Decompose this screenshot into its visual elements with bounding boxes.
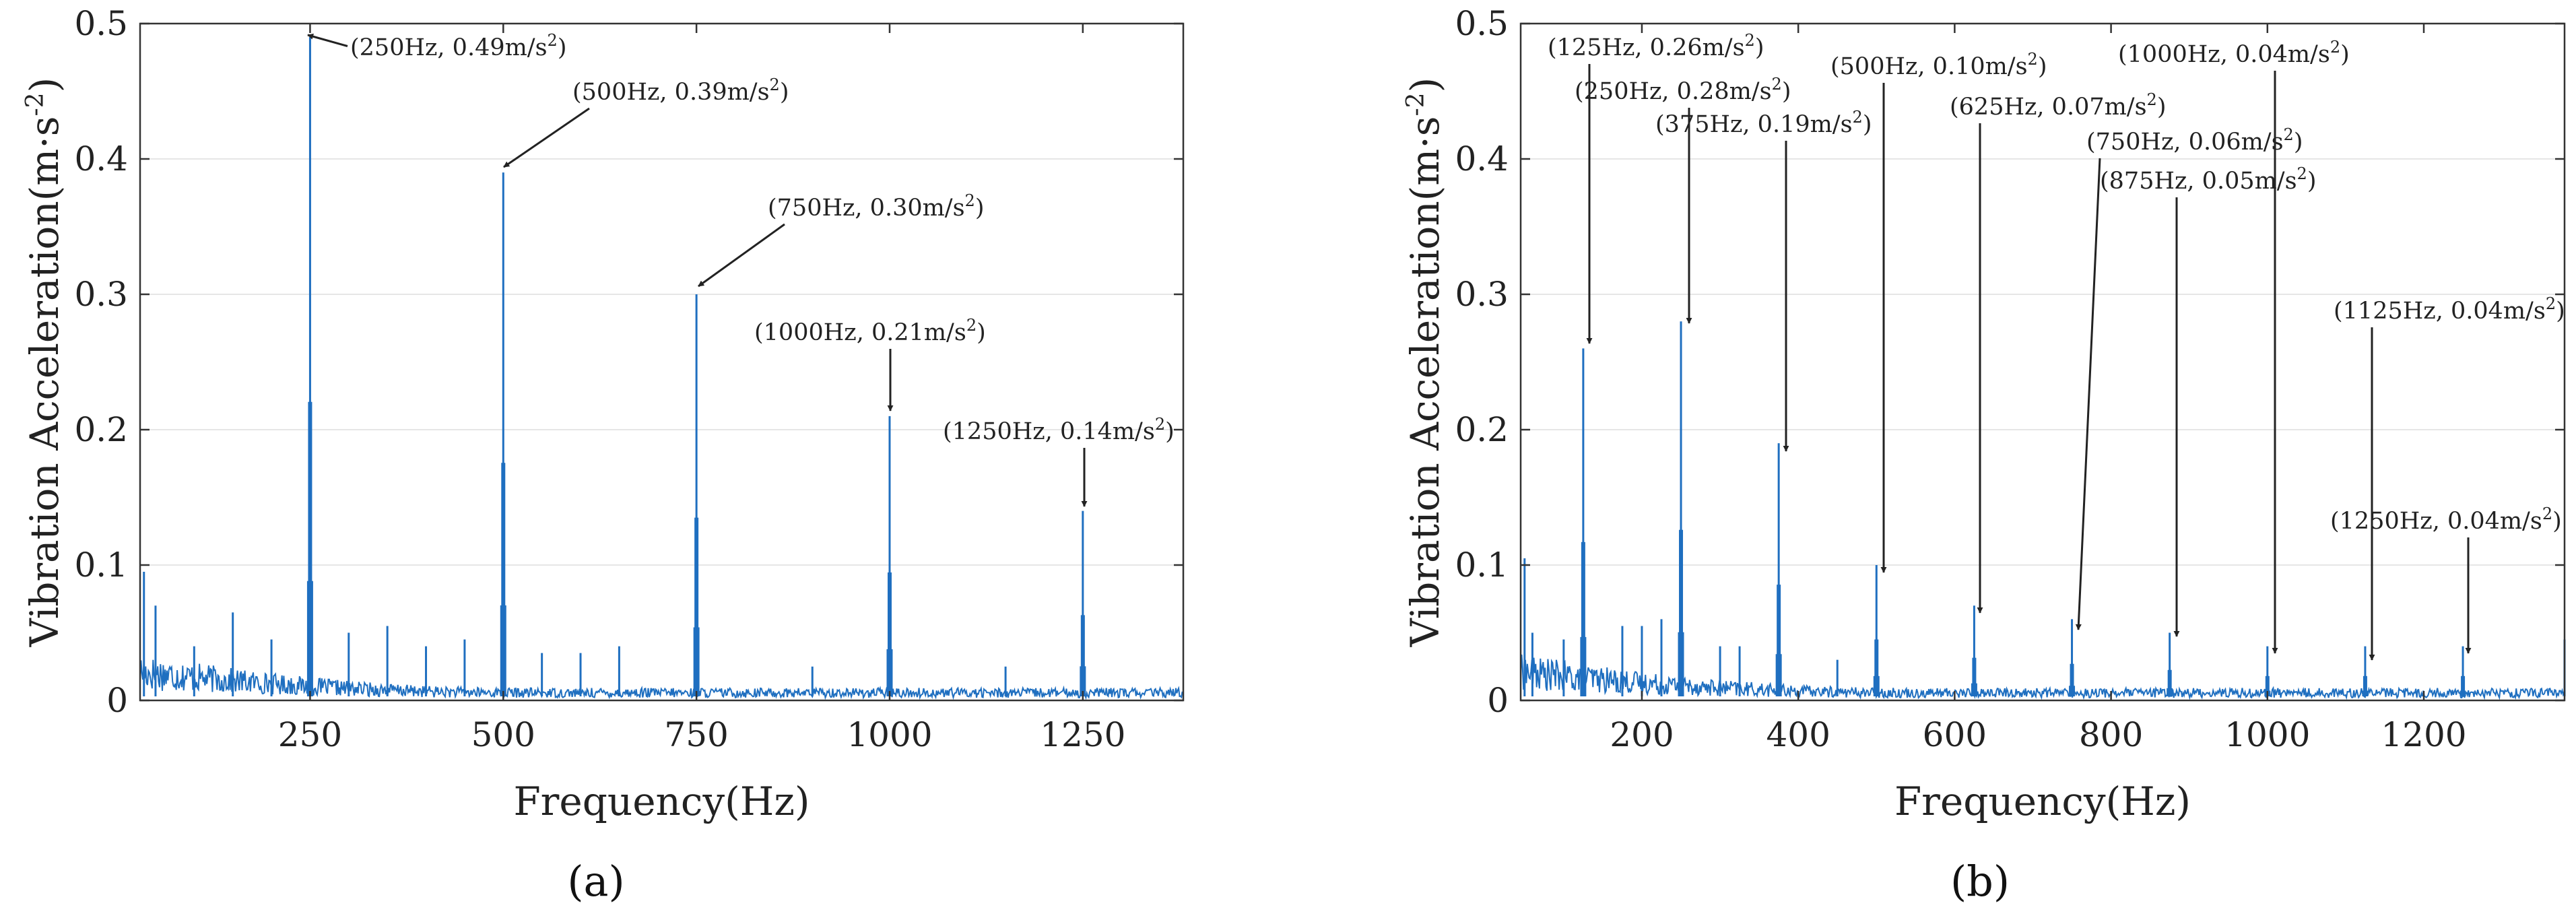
x-tick-label: 500 bbox=[471, 715, 535, 754]
peak-annotation-label: (1125Hz, 0.04m/s2) bbox=[2334, 294, 2565, 325]
peak-annotation-label: (625Hz, 0.07m/s2) bbox=[1950, 90, 2166, 121]
peak-annotation-label: (1250Hz, 0.14m/s2) bbox=[943, 415, 1175, 445]
y-tick-label: 0.2 bbox=[1455, 410, 1509, 449]
x-tick-label: 750 bbox=[664, 715, 728, 754]
y-axis-label: Vibration Acceleration(m·s-2) bbox=[1402, 77, 1448, 647]
x-tick-label: 400 bbox=[1766, 715, 1830, 754]
peak-annotation-label: (250Hz, 0.49m/s2) bbox=[350, 31, 566, 61]
y-tick-label: 0 bbox=[1487, 681, 1509, 720]
y-tick-label: 0.5 bbox=[74, 4, 128, 43]
y-tick-label: 0.1 bbox=[74, 546, 128, 585]
plot-frame bbox=[139, 22, 1185, 702]
y-tick-label: 0.5 bbox=[1455, 4, 1509, 43]
y-tick-label: 0.3 bbox=[1455, 275, 1509, 314]
peak-annotation-label: (250Hz, 0.28m/s2) bbox=[1575, 75, 1791, 105]
peak-annotation-label: (500Hz, 0.39m/s2) bbox=[572, 75, 789, 106]
peak-annotation-label: (1000Hz, 0.04m/s2) bbox=[2118, 38, 2350, 68]
x-tick-label: 200 bbox=[1610, 715, 1674, 754]
peak-annotation-label: (875Hz, 0.05m/s2) bbox=[2100, 164, 2316, 195]
peak-annotation-label: (375Hz, 0.19m/s2) bbox=[1655, 108, 1872, 138]
y-tick-label: 0.4 bbox=[1455, 139, 1509, 178]
x-tick-label: 600 bbox=[1923, 715, 1987, 754]
annotation-arrow bbox=[503, 107, 590, 168]
x-tick-label: 250 bbox=[278, 715, 342, 754]
plot-frame bbox=[1519, 22, 2566, 702]
y-axis-label: Vibration Acceleration(m·s-2) bbox=[22, 77, 67, 647]
x-tick-label: 1000 bbox=[2224, 715, 2310, 754]
x-axis-label: Frequency(Hz) bbox=[1894, 779, 2191, 824]
peak-annotation-label: (125Hz, 0.26m/s2) bbox=[1548, 31, 1764, 61]
peak-annotation-label: (1000Hz, 0.21m/s2) bbox=[754, 316, 986, 346]
peak-annotation-label: (750Hz, 0.06m/s2) bbox=[2086, 125, 2303, 156]
x-axis-label: Frequency(Hz) bbox=[513, 779, 810, 824]
annotation-arrow bbox=[307, 33, 348, 47]
x-tick-label: 1250 bbox=[1040, 715, 1125, 754]
panel-label: (a) bbox=[567, 857, 624, 906]
spectrum-noise-line bbox=[1520, 654, 2565, 700]
panel-label: (b) bbox=[1950, 857, 2010, 906]
y-tick-label: 0.1 bbox=[1455, 546, 1509, 585]
annotation-arrow bbox=[698, 223, 785, 288]
y-tick-label: 0.3 bbox=[74, 275, 128, 314]
y-tick-label: 0 bbox=[106, 681, 128, 720]
spectrum-noise-line bbox=[139, 659, 1183, 700]
chart-panel-a: 0 0.1 0.2 0.3 0.4 0.5 250 500 750 1000 1250 Frequen… bbox=[22, 4, 1185, 906]
peak-annotation-label: (500Hz, 0.10m/s2) bbox=[1830, 50, 2047, 80]
peak-annotation-label: (750Hz, 0.30m/s2) bbox=[768, 191, 984, 222]
y-tick-label: 0.4 bbox=[74, 139, 128, 178]
x-tick-label: 1200 bbox=[2381, 715, 2466, 754]
y-tick-label: 0.2 bbox=[74, 410, 128, 449]
annotation-arrow bbox=[2075, 158, 2101, 630]
x-tick-label: 1000 bbox=[847, 715, 932, 754]
chart-panel-b: 0 0.1 0.2 0.3 0.4 0.5 200 400 600 800 1000 1200 Freq… bbox=[1402, 4, 2566, 906]
peak-annotation-label: (1250Hz, 0.04m/s2) bbox=[2330, 504, 2562, 535]
x-tick-label: 800 bbox=[2079, 715, 2143, 754]
